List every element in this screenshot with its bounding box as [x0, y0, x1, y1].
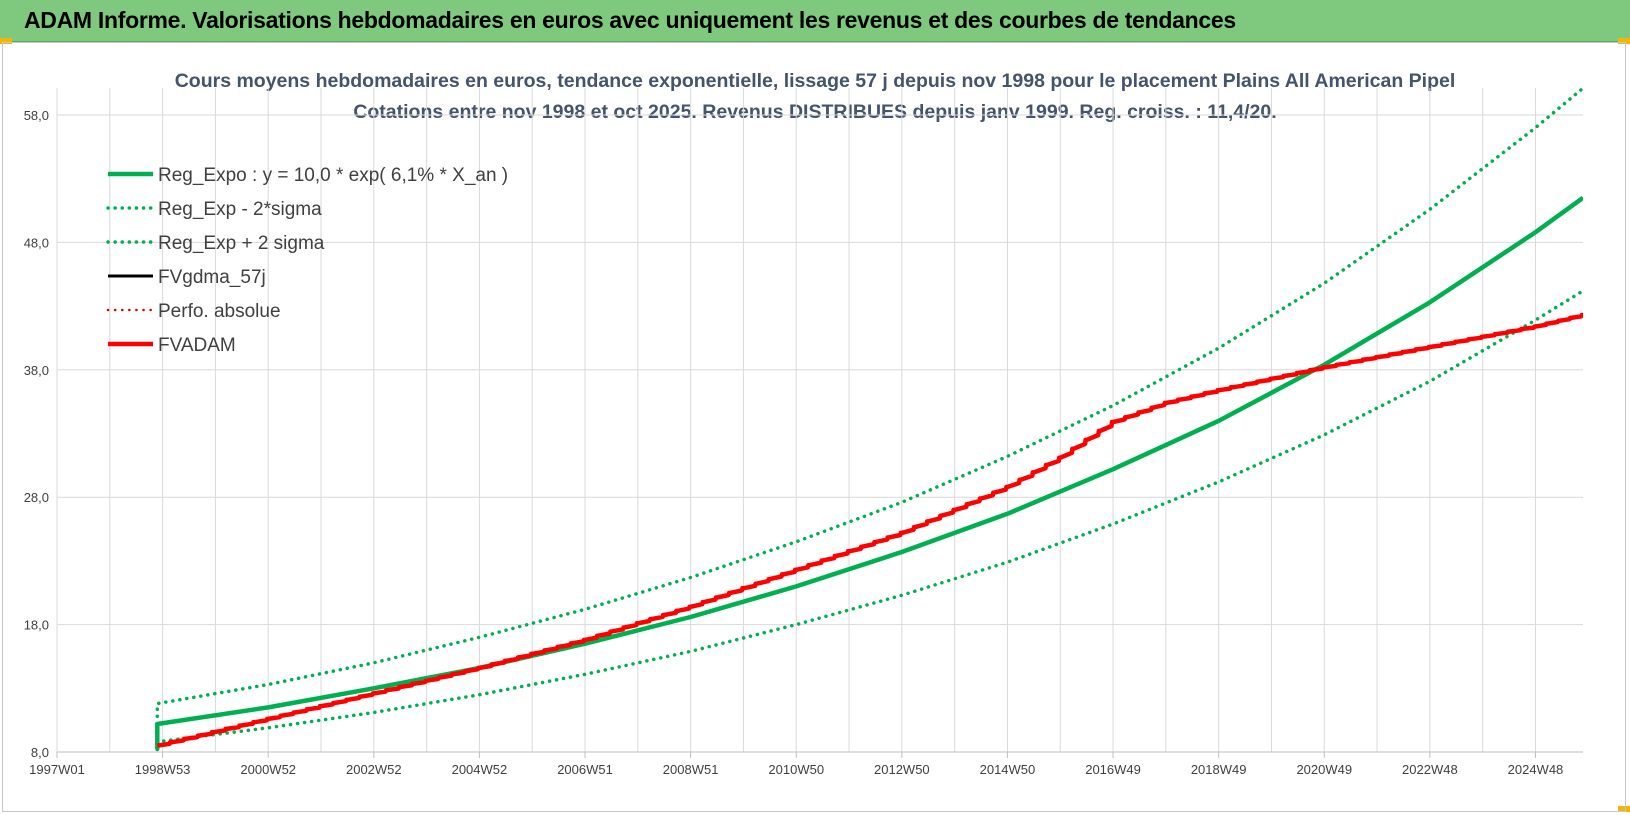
- x-tick-label: 2012W50: [874, 762, 930, 777]
- y-tick-label: 18,0: [24, 618, 49, 633]
- x-tick-label: 2000W52: [240, 762, 296, 777]
- x-tick-label: 2010W50: [768, 762, 824, 777]
- legend-label: Reg_Exp - 2*sigma: [158, 199, 322, 220]
- legend-label: Perfo. absolue: [158, 301, 281, 322]
- series-line: [155, 289, 1583, 752]
- x-tick-label: 2020W49: [1296, 762, 1352, 777]
- x-tick-label: 2002W52: [346, 762, 402, 777]
- header-title: ADAM Informe. Valorisations hebdomadaire…: [24, 7, 1236, 33]
- legend-label: Reg_Exp + 2 sigma: [158, 233, 325, 254]
- chart-frame: [2, 42, 1626, 812]
- x-tick-label: 2006W51: [557, 762, 613, 777]
- y-tick-label: 38,0: [24, 363, 49, 378]
- legend-label: FVADAM: [158, 335, 236, 356]
- legend: Reg_Expo : y = 10,0 * exp( 6,1% * X_an )…: [106, 165, 508, 356]
- series-line: [155, 195, 1583, 750]
- x-tick-label: 2018W49: [1191, 762, 1247, 777]
- chart-subtitle: Cotations entre nov 1998 et oct 2025. Re…: [353, 101, 1276, 123]
- legend-label: FVgdma_57j: [158, 267, 266, 288]
- y-tick-label: 48,0: [24, 235, 49, 250]
- series-layer: [155, 86, 1583, 752]
- x-tick-label: 2008W51: [663, 762, 719, 777]
- x-tick-label: 1998W53: [135, 762, 191, 777]
- header-banner: ADAM Informe. Valorisations hebdomadaire…: [0, 0, 1630, 42]
- series-line: [155, 86, 1583, 719]
- x-tick-label: 1997W01: [29, 762, 85, 777]
- corner-marker: [1618, 806, 1630, 812]
- series-line: [156, 312, 1583, 748]
- grid: [56, 88, 1583, 752]
- y-tick-label: 8,0: [31, 745, 49, 760]
- x-tick-label: 2024W48: [1508, 762, 1564, 777]
- corner-marker: [1618, 38, 1630, 44]
- legend-label: Reg_Expo : y = 10,0 * exp( 6,1% * X_an ): [158, 165, 508, 186]
- x-tick-label: 2014W50: [980, 762, 1036, 777]
- x-tick-label: 2022W48: [1402, 762, 1458, 777]
- y-tick-label: 58,0: [24, 108, 49, 123]
- x-tick-label: 2016W49: [1085, 762, 1141, 777]
- chart-title: Cours moyens hebdomadaires en euros, ten…: [175, 70, 1456, 92]
- x-tick-label: 2004W52: [452, 762, 508, 777]
- y-tick-label: 28,0: [24, 490, 49, 505]
- axes: 8,0 18,0 28,0 38,0 48,0 58,0 1997W01 1998W53 200…: [24, 108, 1583, 777]
- corner-marker: [0, 38, 12, 44]
